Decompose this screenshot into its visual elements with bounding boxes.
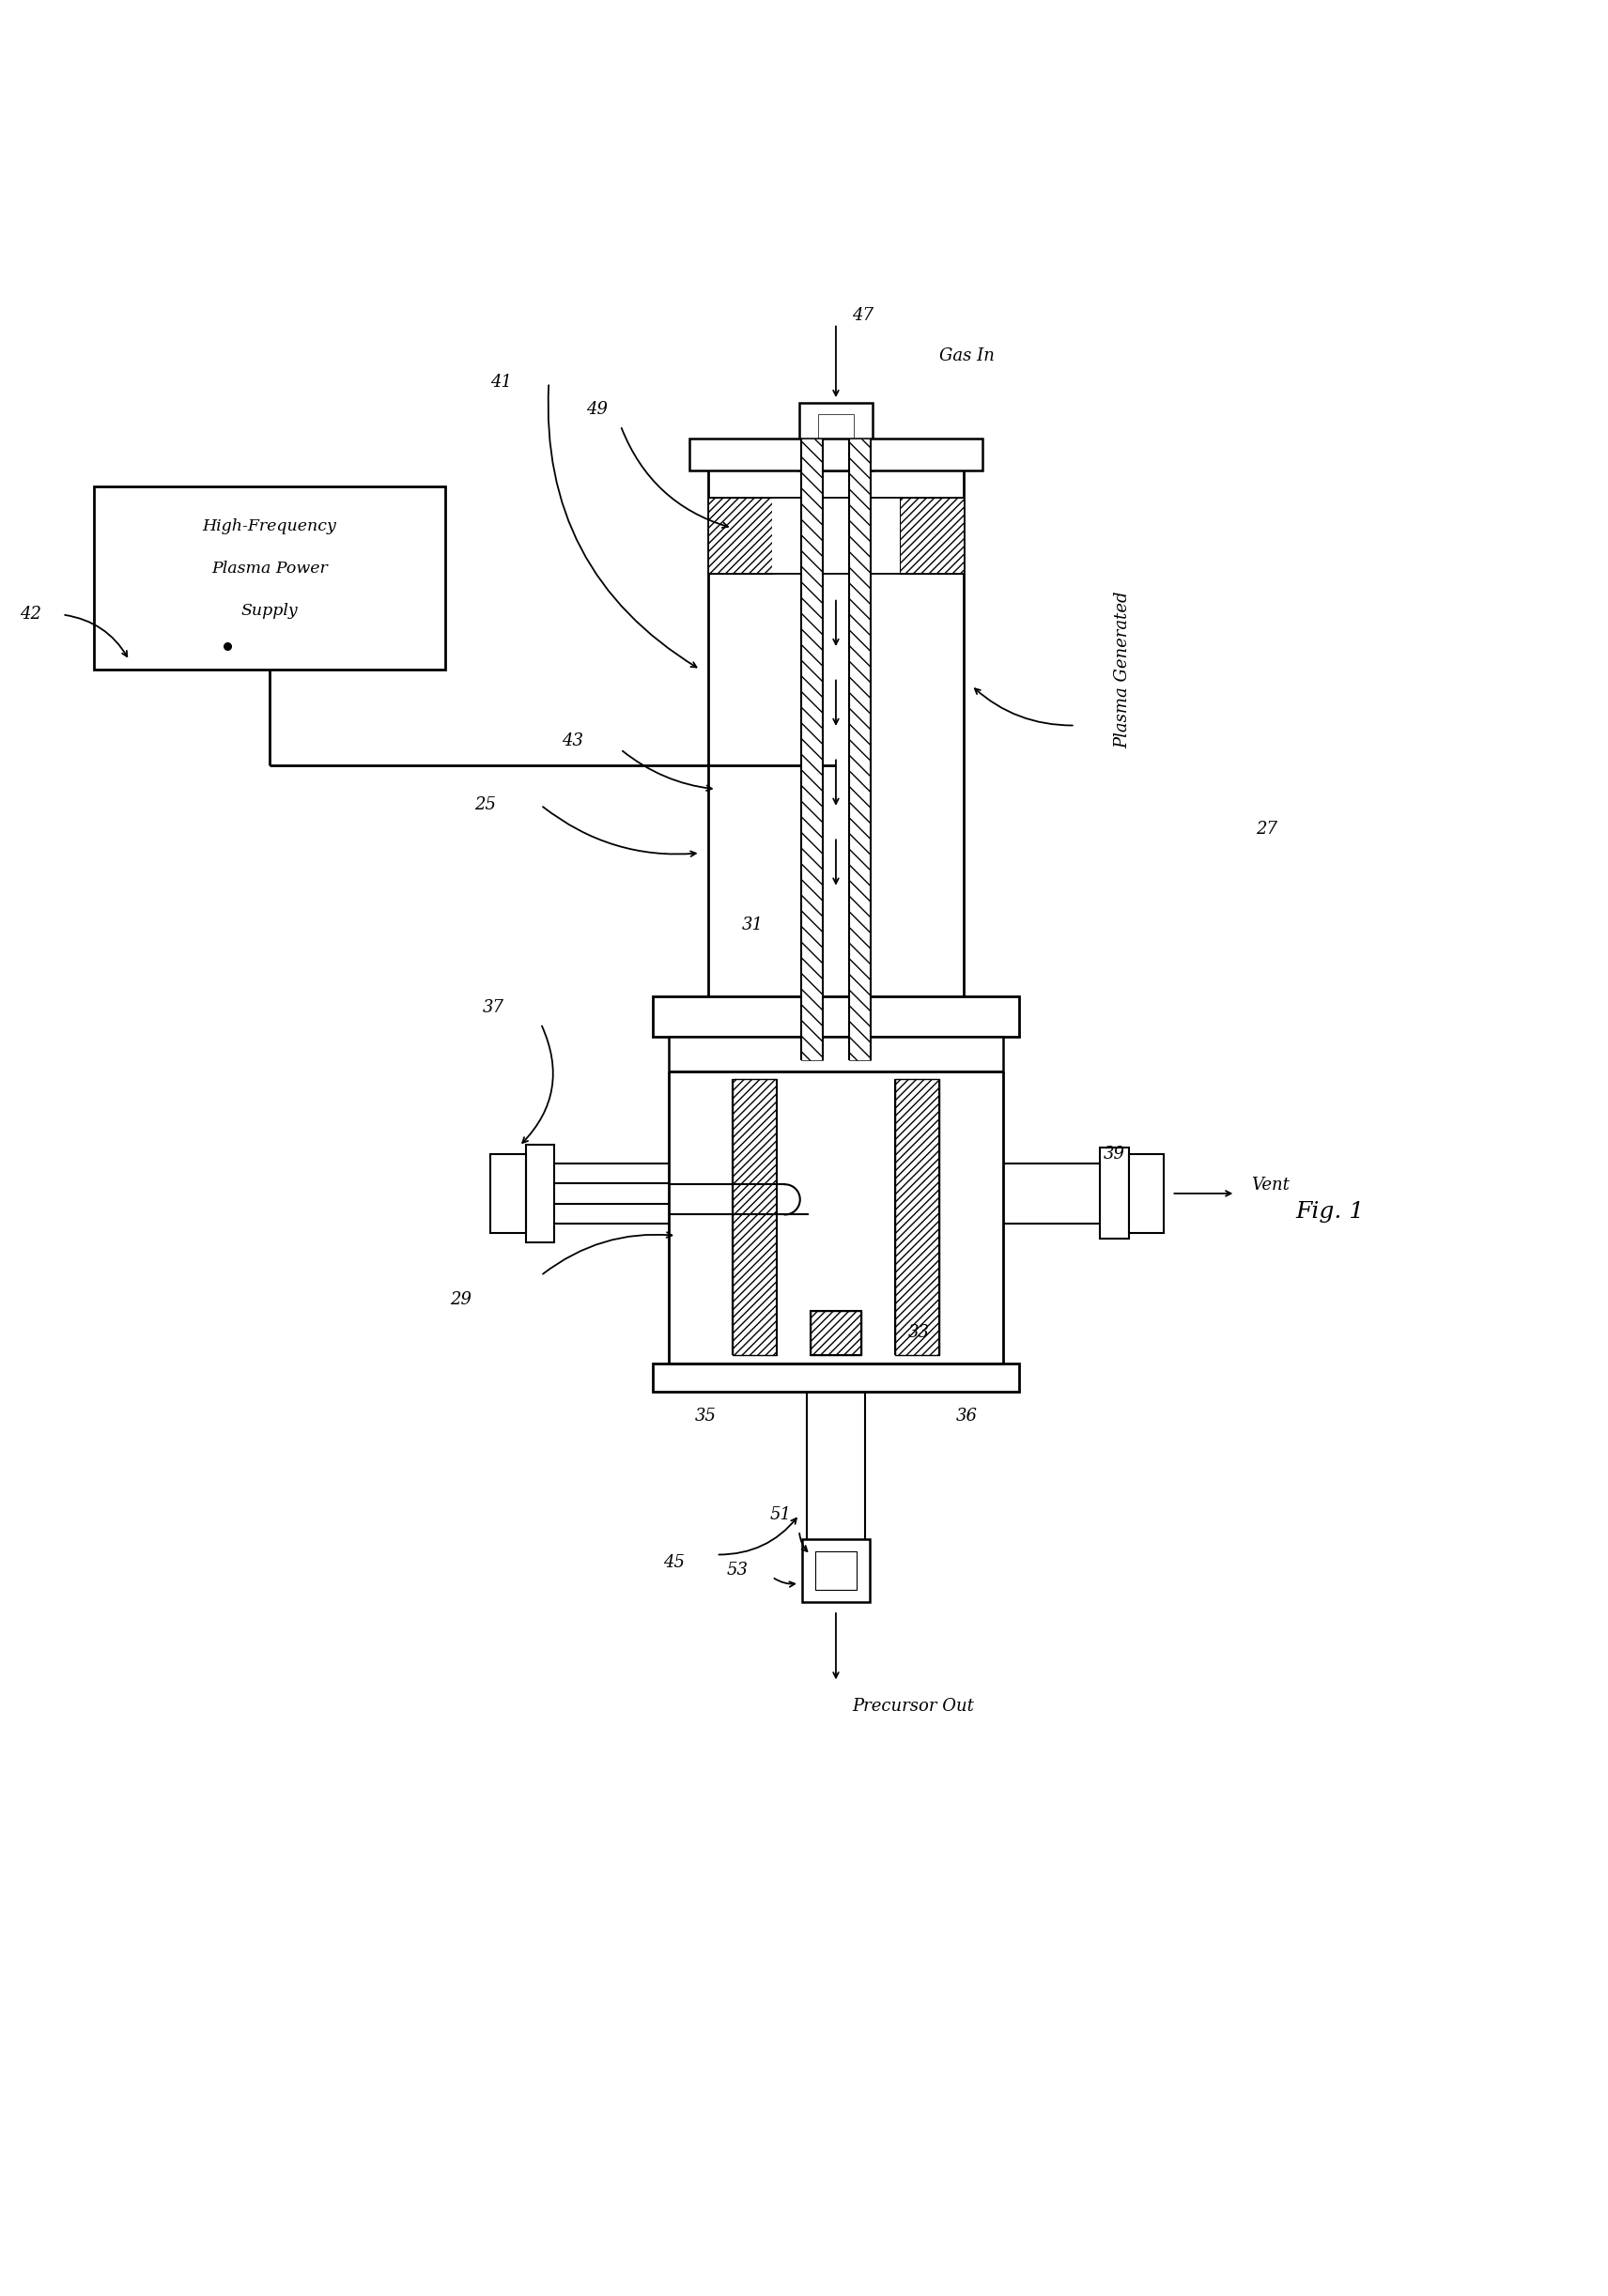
Bar [732,1079,777,1355]
Text: 36: 36 [955,1407,978,1426]
Text: 42: 42 [19,606,42,622]
Bar [801,439,823,1061]
Bar [900,498,963,574]
Text: 31: 31 [743,916,764,932]
Bar [896,1079,939,1355]
Text: 37: 37 [482,999,503,1017]
Bar [708,498,772,574]
Bar [810,1311,862,1355]
Text: Precursor Out: Precursor Out [852,1699,974,1715]
Text: 47: 47 [852,308,873,324]
Text: 25: 25 [474,797,495,813]
Bar [810,1311,862,1355]
Text: 39: 39 [1103,1146,1124,1162]
Bar [799,404,873,471]
Bar [653,1364,1019,1391]
Text: 27: 27 [1256,820,1277,838]
Text: 33: 33 [907,1325,929,1341]
Text: Supply: Supply [241,604,297,620]
Bar [1100,1148,1129,1240]
Text: Vent: Vent [1251,1178,1290,1194]
Text: 51: 51 [770,1506,791,1522]
Text: 29: 29 [450,1290,471,1309]
Bar [95,487,445,670]
Text: Gas In: Gas In [939,347,995,365]
Bar [1129,1155,1164,1233]
Bar [849,439,872,1061]
Bar [802,1538,870,1603]
Text: 35: 35 [695,1407,716,1426]
Text: 53: 53 [727,1561,748,1580]
Text: 45: 45 [662,1554,685,1570]
Text: Plasma Power: Plasma Power [212,560,328,576]
Bar [653,996,1019,1035]
Bar [818,416,854,459]
Bar [690,439,982,471]
Text: 43: 43 [561,732,584,751]
Bar [526,1146,555,1242]
Text: Fig. 1: Fig. 1 [1296,1201,1365,1221]
Text: High-Frequency: High-Frequency [203,519,336,535]
Text: 41: 41 [490,374,511,390]
Text: 49: 49 [585,402,608,418]
Bar [815,1552,857,1589]
Bar [777,1079,896,1355]
Bar [490,1155,526,1233]
Bar [669,1035,1003,1072]
Bar [772,498,900,574]
Text: Plasma Generated: Plasma Generated [1114,590,1132,748]
